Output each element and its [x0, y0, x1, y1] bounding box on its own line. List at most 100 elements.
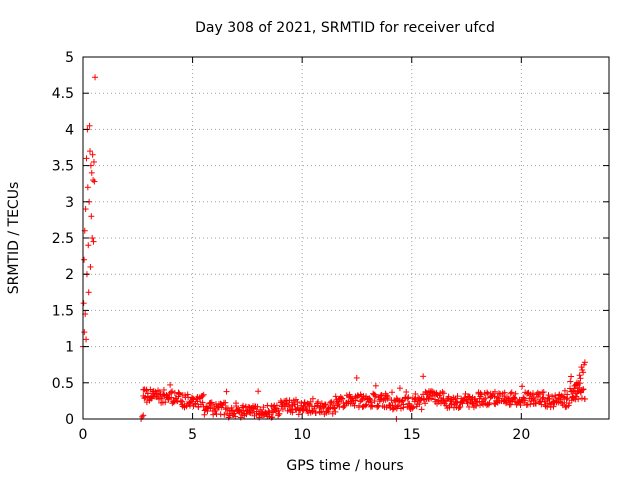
noise-marker — [162, 399, 169, 406]
noise-marker — [403, 389, 410, 396]
noise-marker — [581, 359, 588, 366]
y-tick-label: 4 — [65, 122, 74, 138]
noise-marker — [400, 401, 407, 408]
noise-marker — [519, 383, 526, 390]
noise-marker — [176, 390, 183, 397]
noise-marker — [307, 398, 314, 405]
data-point — [87, 148, 94, 155]
noise-marker — [294, 398, 301, 405]
y-tick-label: 3 — [65, 195, 74, 211]
noise-marker — [522, 397, 529, 404]
noise-marker — [236, 408, 243, 415]
noise-marker — [431, 396, 438, 403]
y-tick-label: 5 — [65, 50, 74, 66]
y-tick-label: 1 — [65, 340, 74, 356]
noise-marker — [378, 391, 385, 398]
noise-marker — [222, 399, 229, 406]
noise-marker — [501, 389, 508, 396]
x-tick-label: 20 — [512, 427, 530, 443]
data-point — [91, 178, 98, 185]
noise-marker — [167, 389, 174, 396]
data-point — [85, 242, 92, 249]
noise-marker — [254, 403, 261, 410]
y-tick-label: 4.5 — [52, 86, 74, 102]
noise-marker — [494, 394, 501, 401]
noise-marker — [564, 391, 571, 398]
noise-marker — [273, 402, 280, 409]
noise-marker — [539, 395, 546, 402]
noise-marker — [328, 398, 335, 405]
noise-marker — [168, 394, 175, 401]
noise-marker — [578, 395, 585, 402]
noise-marker — [437, 400, 444, 407]
noise-marker — [232, 400, 239, 407]
y-tick-label: 0 — [65, 412, 74, 428]
noise-marker — [240, 402, 247, 409]
noise-marker — [212, 407, 219, 414]
noise-marker — [332, 408, 339, 415]
noise-marker — [389, 389, 396, 396]
noise-marker — [223, 388, 230, 395]
noise-marker — [372, 393, 379, 400]
noise-marker — [309, 395, 316, 402]
noise-marker — [420, 373, 427, 380]
noise-marker — [255, 388, 262, 395]
data-point — [81, 256, 88, 263]
noise-marker — [540, 394, 547, 401]
noise-marker — [194, 398, 201, 405]
noise-marker — [237, 414, 244, 421]
noise-marker — [214, 403, 221, 410]
noise-marker — [459, 400, 466, 407]
noise-marker — [580, 369, 587, 376]
noise-marker — [581, 395, 588, 402]
y-tick-label: 2.5 — [52, 231, 74, 247]
noise-marker — [358, 397, 365, 404]
noise-marker — [416, 401, 423, 408]
noise-marker — [478, 391, 485, 398]
noise-marker — [210, 411, 217, 418]
noise-marker — [568, 373, 575, 380]
noise-marker — [256, 414, 263, 421]
noise-marker — [141, 395, 148, 402]
noise-marker — [561, 387, 568, 394]
data-point — [81, 329, 88, 336]
noise-marker — [184, 391, 191, 398]
noise-marker — [405, 394, 412, 401]
noise-marker — [312, 409, 319, 416]
data-point — [140, 412, 147, 419]
data-point — [90, 238, 97, 245]
noise-layer — [140, 359, 588, 421]
noise-marker — [576, 372, 583, 379]
noise-marker — [374, 404, 381, 411]
noise-marker — [336, 403, 343, 410]
noise-marker — [339, 395, 346, 402]
noise-marker — [366, 395, 373, 402]
noise-marker — [412, 390, 419, 397]
noise-marker — [289, 409, 296, 416]
noise-marker — [330, 399, 337, 406]
noise-marker — [199, 399, 206, 406]
noise-marker — [331, 405, 338, 412]
y-axis-label: SRMTID / TECUs — [6, 182, 22, 295]
noise-marker — [156, 388, 163, 395]
noise-marker — [436, 392, 443, 399]
noise-marker — [474, 399, 481, 406]
noise-marker — [300, 407, 307, 414]
noise-marker — [511, 395, 518, 402]
noise-marker — [195, 404, 202, 411]
noise-marker — [384, 395, 391, 402]
data-point — [86, 122, 93, 129]
noise-marker — [580, 386, 587, 393]
data-point — [90, 177, 97, 184]
noise-marker — [353, 374, 360, 381]
noise-marker — [383, 392, 390, 399]
noise-marker — [447, 397, 454, 404]
noise-marker — [282, 403, 289, 410]
noise-marker — [410, 404, 417, 411]
x-tick-label: 0 — [79, 427, 88, 443]
noise-marker — [158, 395, 165, 402]
points-layer — [80, 74, 400, 422]
noise-marker — [321, 401, 328, 408]
noise-marker — [273, 408, 280, 415]
